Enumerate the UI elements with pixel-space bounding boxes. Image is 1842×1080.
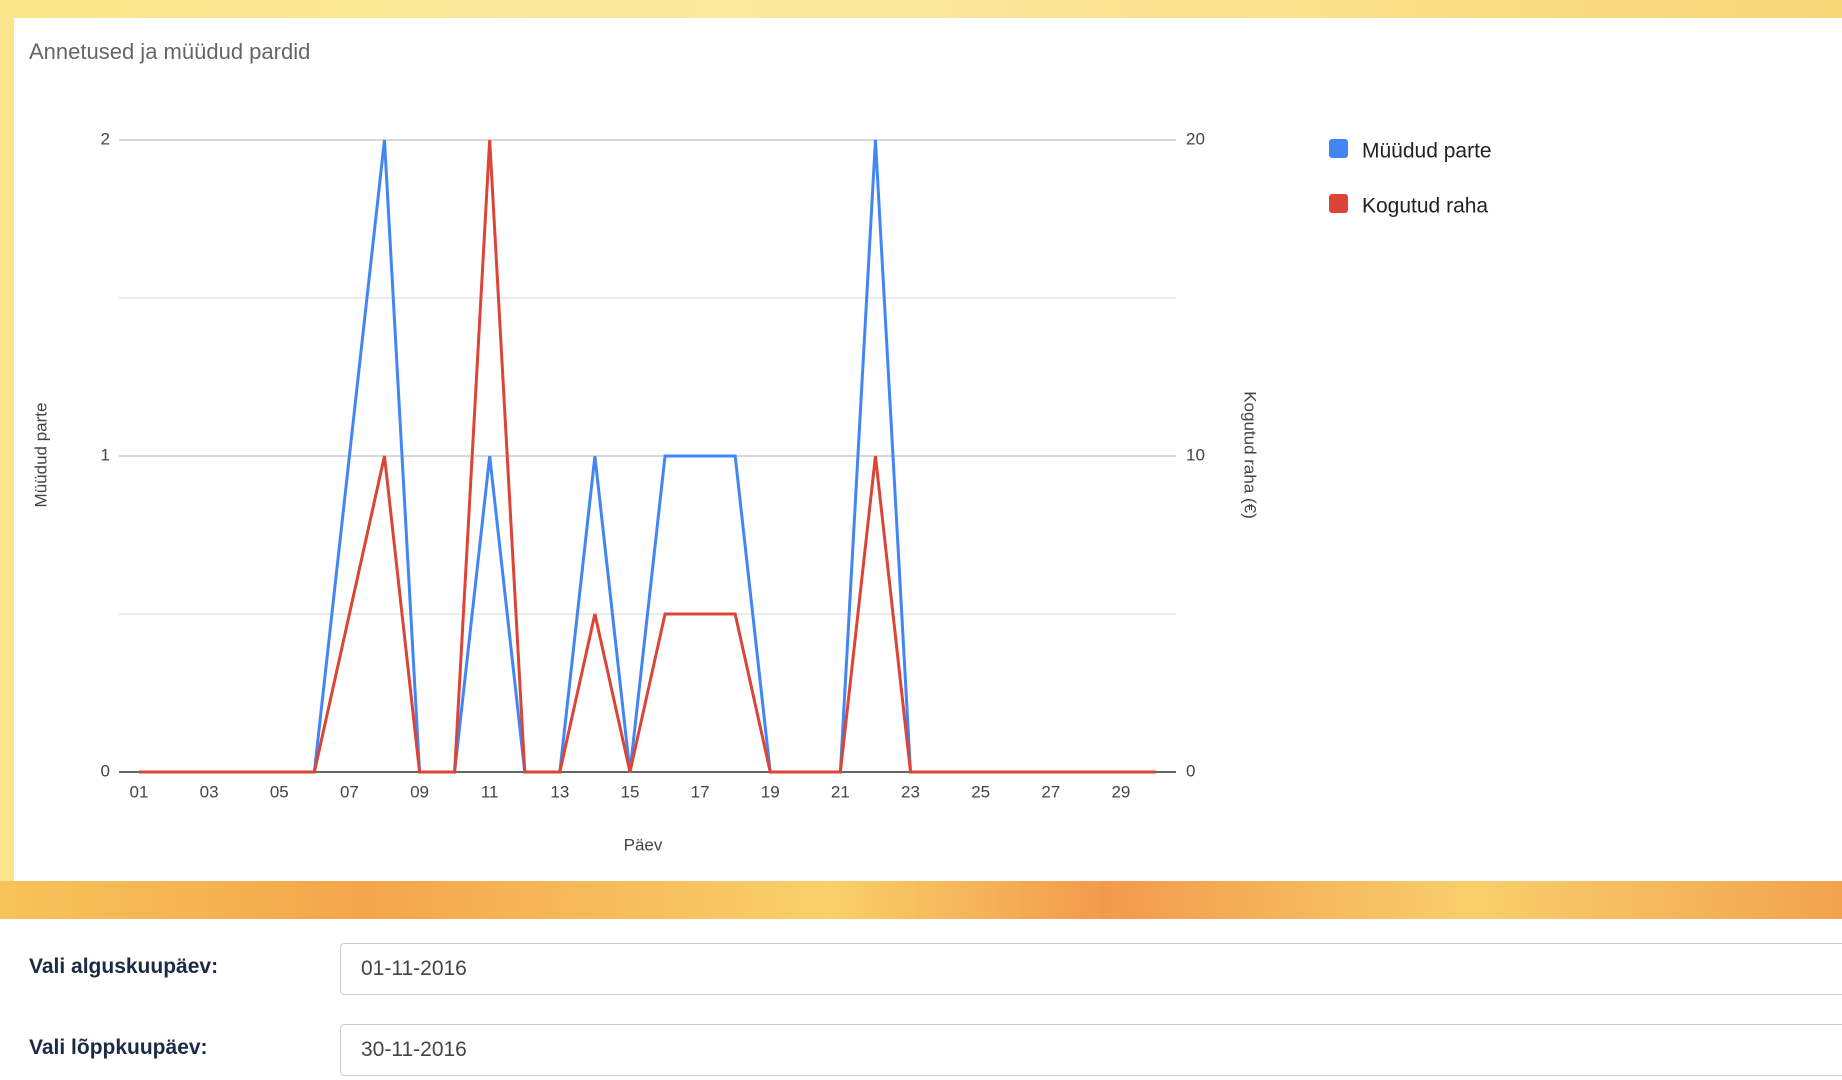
x-tick-label: 23	[901, 782, 920, 801]
date-input[interactable]: 30-11-2016	[340, 1024, 1842, 1076]
chart-title: Annetused ja müüdud pardid	[29, 39, 310, 64]
x-tick-label: 27	[1041, 782, 1060, 801]
legend-swatch	[1329, 194, 1348, 213]
y2-tick-label: 20	[1186, 129, 1205, 148]
background-strip	[0, 881, 1842, 919]
field-label: Vali lõppkuupäev:	[29, 1036, 208, 1059]
legend-label: Kogutud raha	[1362, 195, 1488, 218]
x-tick-label: 07	[340, 782, 359, 801]
x-axis-title: Päev	[624, 835, 663, 854]
x-tick-label: 03	[200, 782, 219, 801]
x-tick-label: 01	[130, 782, 149, 801]
legend-label: Müüdud parte	[1362, 140, 1492, 163]
x-tick-label: 13	[550, 782, 569, 801]
x-tick-label: 15	[621, 782, 640, 801]
x-tick-label: 11	[481, 782, 499, 801]
date-input[interactable]: 01-11-2016	[340, 943, 1842, 995]
y2-tick-label: 10	[1186, 445, 1205, 464]
date-form: Vali alguskuupäev: 01-11-2016 Vali lõppk…	[0, 919, 1842, 1080]
chart: Annetused ja müüdud pardid Päev Müüdud p…	[29, 39, 1492, 855]
x-tick-label: 17	[691, 782, 710, 801]
x-tick-label: 19	[761, 782, 780, 801]
legend-swatch	[1329, 139, 1348, 158]
series-line	[139, 139, 1156, 774]
y-tick-label: 0	[101, 761, 110, 780]
field-label: Vali alguskuupäev:	[29, 955, 219, 978]
x-tick-label: 09	[410, 782, 429, 801]
y2-axis-title: Kogutud raha (€)	[1241, 391, 1260, 519]
x-tick-label: 29	[1111, 782, 1130, 801]
y-tick-label: 2	[101, 129, 110, 148]
x-tick-label: 25	[971, 782, 990, 801]
y-axis-title: Müüdud parte	[31, 403, 50, 508]
y-tick-label: 1	[101, 445, 110, 464]
x-tick-label: 21	[831, 782, 850, 801]
x-tick-label: 05	[270, 782, 289, 801]
y2-tick-label: 0	[1186, 761, 1195, 780]
